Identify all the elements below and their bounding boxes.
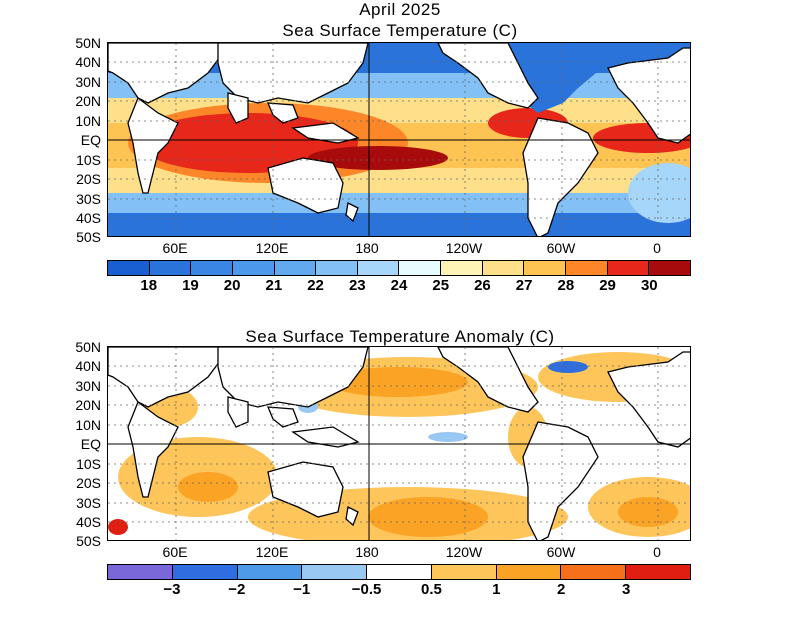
anomaly-colorbar-label: 0.5 xyxy=(421,581,442,598)
lat-label: 30S xyxy=(76,495,101,511)
lat-label: 50N xyxy=(75,339,101,355)
sst-map-svg xyxy=(108,43,690,236)
sst-colorbar-swatch xyxy=(482,261,525,275)
lon-label: 180 xyxy=(355,544,379,560)
anomaly-colorbar-swatch xyxy=(496,565,562,579)
lon-label: 120W xyxy=(445,240,483,256)
lat-label: 40S xyxy=(76,210,101,226)
lon-label: 0 xyxy=(653,240,661,256)
anomaly-map-svg xyxy=(108,347,690,540)
lat-label: 10S xyxy=(76,456,101,472)
anomaly-colorbar xyxy=(107,564,691,580)
sst-colorbar-swatch xyxy=(566,261,608,275)
lat-label: 20S xyxy=(76,171,101,187)
sst-colorbar-label: 27 xyxy=(515,277,533,294)
anomaly-colorbar-label: −0.5 xyxy=(351,581,382,598)
sst-colorbar-label: 20 xyxy=(223,277,241,294)
sst-colorbar-swatch xyxy=(607,261,650,275)
lat-label: EQ xyxy=(80,436,101,452)
lon-label: 60E xyxy=(162,544,188,560)
sst-colorbar-swatch xyxy=(149,261,192,275)
anomaly-colorbar-swatch xyxy=(302,565,368,579)
lat-label: 20N xyxy=(75,397,101,413)
lat-label: 40S xyxy=(76,514,101,530)
lat-label: 30N xyxy=(75,378,101,394)
lat-label: 50N xyxy=(75,35,101,51)
anomaly-colorbar-label: −2 xyxy=(228,581,246,598)
sst-colorbar-swatch xyxy=(649,261,690,275)
lon-label: 180 xyxy=(355,240,379,256)
anomaly-map xyxy=(107,346,691,541)
lon-label: 120E xyxy=(255,240,289,256)
anomaly-colorbar-swatch xyxy=(172,565,238,579)
lat-label: 20N xyxy=(75,93,101,109)
anomaly-colorbar-label: −3 xyxy=(163,581,181,598)
sst-colorbar-swatch xyxy=(357,261,400,275)
lat-label: 40N xyxy=(75,358,101,374)
lon-label: 120E xyxy=(255,544,289,560)
sst-map xyxy=(107,42,691,237)
sst-colorbar-label: 25 xyxy=(432,277,450,294)
lon-label: 60W xyxy=(546,240,576,256)
lat-label: 50S xyxy=(76,229,101,245)
sst-colorbar-label: 30 xyxy=(640,277,658,294)
lat-label: 10S xyxy=(76,152,101,168)
sst-colorbar-swatch xyxy=(441,261,483,275)
lat-label: 10N xyxy=(75,417,101,433)
sst-colorbar-label: 18 xyxy=(140,277,158,294)
sst-colorbar-label: 24 xyxy=(390,277,408,294)
sst-colorbar-label: 28 xyxy=(557,277,575,294)
sst-panel-title: Sea Surface Temperature (C) xyxy=(282,21,518,40)
sst-colorbar-swatch xyxy=(191,261,233,275)
anomaly-colorbar-swatch xyxy=(431,565,497,579)
anomaly-colorbar-swatch xyxy=(561,565,627,579)
lon-label: 60W xyxy=(546,544,576,560)
sst-colorbar-label: 22 xyxy=(307,277,324,294)
sst-colorbar-swatch xyxy=(524,261,567,275)
map-date-title: April 2025 xyxy=(359,0,441,19)
lat-label: EQ xyxy=(80,132,101,148)
lon-label: 0 xyxy=(653,544,661,560)
anomaly-colorbar-label: 3 xyxy=(621,581,631,598)
anomaly-colorbar-swatch xyxy=(108,565,173,579)
sst-colorbar-swatch xyxy=(399,261,442,275)
sst-colorbar-swatch xyxy=(108,261,150,275)
sst-colorbar-label: 21 xyxy=(265,277,283,294)
lat-label: 30S xyxy=(76,191,101,207)
lat-label: 10N xyxy=(75,113,101,129)
lat-label: 20S xyxy=(76,475,101,491)
anomaly-colorbar-label: −1 xyxy=(293,581,311,598)
anomaly-colorbar-swatch xyxy=(626,565,691,579)
sst-colorbar-swatch xyxy=(316,261,358,275)
sst-colorbar-label: 19 xyxy=(182,277,199,294)
lat-label: 30N xyxy=(75,74,101,90)
anomaly-colorbar-label: 1 xyxy=(492,581,501,598)
sst-colorbar-swatch xyxy=(274,261,317,275)
sst-colorbar-label: 29 xyxy=(599,277,616,294)
lat-label: 50S xyxy=(76,533,101,549)
lon-label: 60E xyxy=(162,240,188,256)
sst-colorbar-swatch xyxy=(232,261,275,275)
lon-label: 120W xyxy=(445,544,483,560)
anomaly-colorbar-label: 2 xyxy=(557,581,566,598)
anomaly-colorbar-swatch xyxy=(237,565,303,579)
sst-colorbar-label: 23 xyxy=(348,277,366,294)
lat-label: 40N xyxy=(75,54,101,70)
anomaly-panel-title: Sea Surface Temperature Anomaly (C) xyxy=(245,327,555,346)
sst-colorbar-label: 26 xyxy=(474,277,491,294)
sst-colorbar xyxy=(107,260,691,276)
anomaly-colorbar-swatch xyxy=(367,565,432,579)
